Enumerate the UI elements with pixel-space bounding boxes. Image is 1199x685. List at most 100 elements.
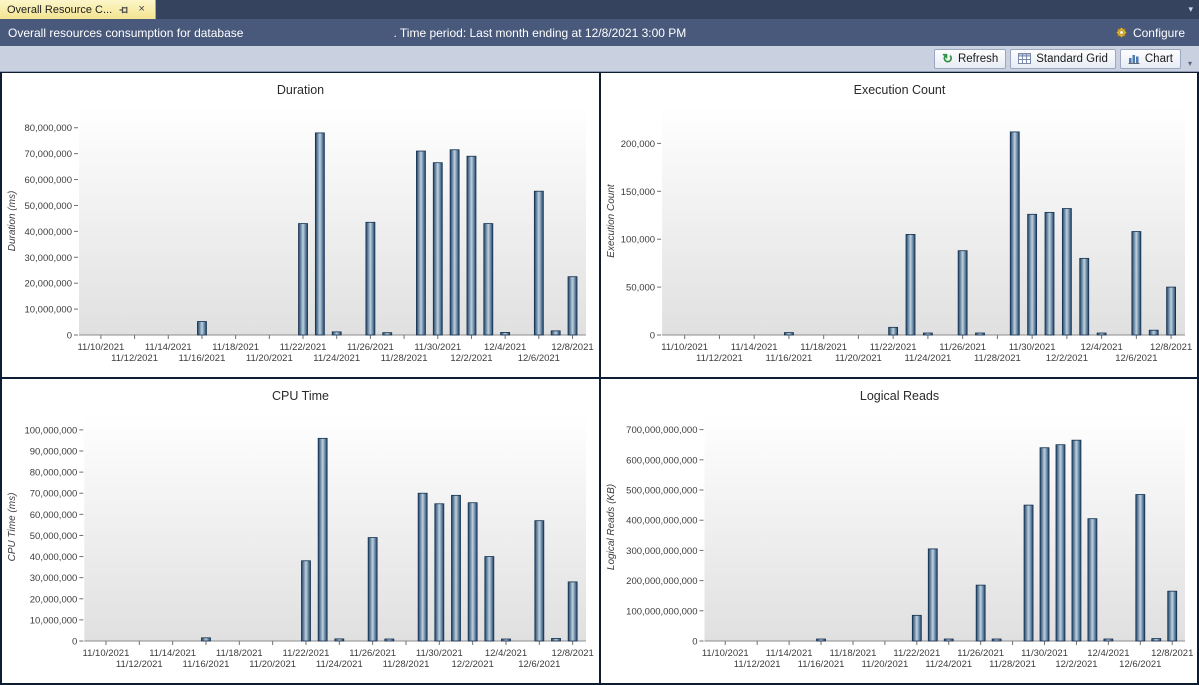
document-tab[interactable]: Overall Resource C... × [0, 0, 157, 19]
configure-button[interactable]: Configure [1109, 24, 1191, 42]
chart-title: CPU Time [272, 389, 329, 403]
x-axis-tick-label: 11/20/2021 [834, 353, 881, 364]
bar[interactable] [384, 638, 395, 642]
bar[interactable] [1044, 211, 1054, 336]
bar[interactable] [1134, 494, 1145, 642]
bar[interactable] [483, 223, 494, 336]
bar[interactable] [367, 537, 378, 642]
bar[interactable] [449, 149, 460, 336]
bar[interactable] [1096, 332, 1107, 336]
bar[interactable] [975, 584, 986, 642]
bar[interactable] [991, 638, 1002, 642]
x-axis-tick-label: 11/14/2021 [730, 342, 777, 353]
chart-title: Execution Count [853, 83, 945, 97]
bar[interactable] [314, 132, 325, 336]
bar[interactable] [365, 221, 376, 336]
refresh-button[interactable]: ↻ Refresh [934, 48, 1007, 69]
toolbar-overflow-icon[interactable]: ▾ [1187, 58, 1192, 68]
bar[interactable] [1009, 131, 1020, 336]
y-axis-tick-label: 600,000,000,000 [626, 455, 697, 466]
y-axis-tick-label: 0 [72, 637, 77, 648]
bar[interactable] [1039, 447, 1049, 642]
bar[interactable] [500, 332, 511, 336]
y-axis-tick-label: 700,000,000,000 [626, 425, 697, 436]
bar[interactable] [1055, 444, 1065, 642]
x-axis-tick-label: 12/2/2021 [450, 353, 492, 364]
bar[interactable] [331, 331, 342, 336]
bar[interactable] [783, 332, 794, 336]
bar[interactable] [1102, 638, 1113, 642]
bar[interactable] [922, 332, 933, 336]
plot-area [84, 413, 587, 641]
close-icon[interactable]: × [138, 3, 145, 15]
bar[interactable] [1087, 518, 1097, 642]
bar[interactable] [905, 234, 915, 336]
bar[interactable] [301, 560, 311, 642]
bar[interactable] [416, 150, 426, 336]
bar[interactable] [815, 638, 826, 642]
x-axis-tick-label: 12/8/2021 [1151, 648, 1193, 659]
bar[interactable] [1165, 286, 1176, 336]
bar[interactable] [197, 321, 207, 336]
standard-grid-button[interactable]: Standard Grid [1010, 48, 1116, 69]
bar[interactable] [1148, 329, 1159, 336]
x-axis-tick-label: 12/6/2021 [518, 659, 560, 670]
bar[interactable] [1078, 257, 1089, 336]
bar[interactable] [501, 638, 511, 642]
x-axis-tick-label: 12/4/2021 [1080, 342, 1122, 353]
bar[interactable] [567, 276, 578, 336]
bar[interactable] [551, 638, 561, 642]
bar[interactable] [887, 326, 898, 336]
bar[interactable] [957, 250, 968, 336]
bar[interactable] [201, 637, 211, 642]
x-axis-tick-label: 11/20/2021 [861, 659, 908, 670]
bar[interactable] [1130, 231, 1141, 336]
x-axis-tick-label: 12/2/2021 [452, 659, 494, 670]
pin-icon[interactable] [117, 3, 130, 16]
bar[interactable] [484, 556, 495, 642]
bar[interactable] [974, 332, 985, 336]
bar[interactable] [1061, 208, 1072, 336]
bar[interactable] [534, 520, 545, 642]
cpu-time-chart: CPU Time 0 10,000,000 20,000,000 30,000,000 4… [2, 379, 599, 683]
y-axis-tick-label: 300,000,000,000 [626, 546, 697, 557]
bar[interactable] [466, 155, 477, 336]
chart-button-label: Chart [1144, 52, 1173, 65]
bar[interactable] [467, 502, 478, 642]
bar[interactable] [317, 437, 328, 642]
charts-grid: Duration 0 10,000,000 20,000,000 30,000,000 4… [0, 72, 1199, 685]
x-axis-tick-label: 11/14/2021 [765, 648, 812, 659]
bar[interactable] [1071, 439, 1081, 642]
tab-list-overflow-icon[interactable]: ▾ [1188, 4, 1193, 14]
bar[interactable] [451, 494, 461, 642]
bar[interactable] [550, 330, 561, 336]
bar[interactable] [911, 614, 922, 642]
bar[interactable] [927, 548, 938, 642]
report-header: Overall resources consumption for databa… [0, 19, 1199, 46]
x-axis-tick-label: 11/22/2021 [283, 648, 330, 659]
bar[interactable] [334, 638, 345, 642]
y-axis-tick-label: 90,000,000 [30, 447, 78, 458]
x-axis-tick-label: 11/28/2021 [973, 353, 1020, 364]
x-axis-tick-label: 11/26/2021 [957, 648, 1004, 659]
bar[interactable] [1166, 590, 1177, 642]
bar[interactable] [382, 332, 393, 336]
x-axis-tick-label: 11/24/2021 [925, 659, 972, 670]
bar[interactable] [1150, 638, 1161, 642]
bar[interactable] [943, 638, 954, 642]
x-axis-tick-label: 11/26/2021 [349, 648, 396, 659]
tab-strip-empty-area [156, 0, 1182, 19]
bar[interactable] [1023, 504, 1033, 642]
x-axis-tick-label: 11/28/2021 [989, 659, 1036, 670]
x-axis-tick-label: 11/30/2021 [1021, 648, 1068, 659]
bar[interactable] [417, 492, 428, 642]
bar[interactable] [434, 503, 445, 642]
bar[interactable] [432, 162, 443, 336]
y-axis-tick-label: 80,000,000 [24, 123, 72, 134]
y-axis-title: CPU Time (ms) [7, 493, 18, 562]
bar[interactable] [1026, 213, 1037, 336]
bar[interactable] [567, 581, 578, 642]
chart-button[interactable]: Chart [1119, 48, 1181, 69]
bar[interactable] [533, 190, 544, 336]
bar[interactable] [298, 223, 308, 336]
